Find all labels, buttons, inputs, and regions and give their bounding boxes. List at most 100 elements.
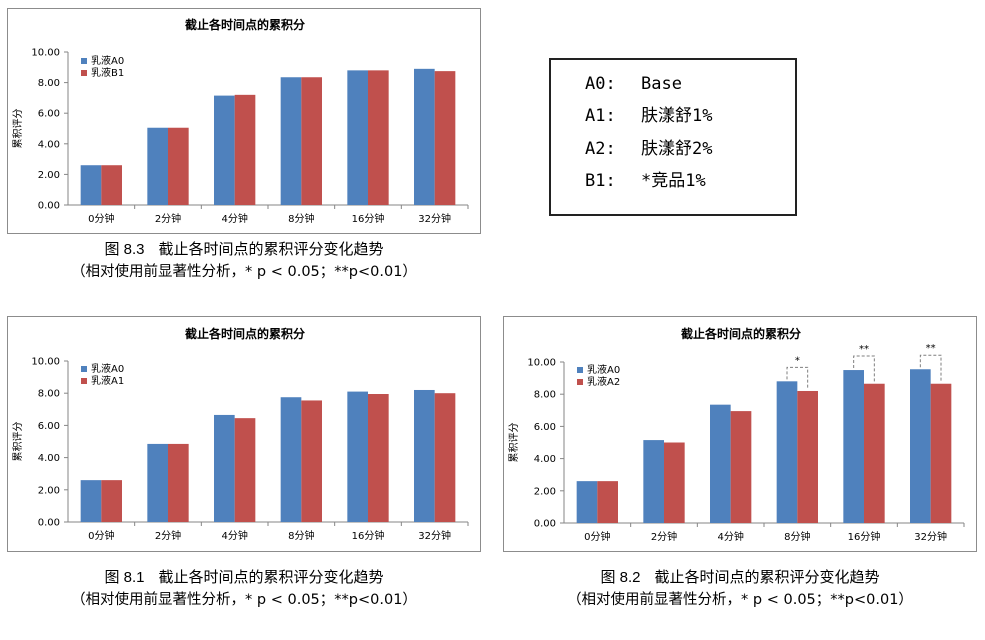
y-tick-label: 2.00 — [534, 486, 556, 497]
y-tick-label: 2.00 — [38, 485, 60, 496]
legend-code: A2: — [585, 139, 616, 159]
chart-title: 截止各时间点的累积分 — [185, 326, 305, 341]
significance-bracket — [853, 355, 875, 382]
legend-swatch — [577, 367, 583, 373]
group-legend-box: A0: Base A1: 肤漾舒1% A2: 肤漾舒2% B1: *竞品1% — [549, 58, 797, 216]
legend-desc: *竞品1% — [641, 171, 706, 191]
y-axis-label: 累积评分 — [12, 109, 24, 149]
caption-note: （相对使用前显著性分析，* p < 0.05；**p<0.01） — [71, 264, 417, 280]
bar — [368, 70, 389, 205]
bar — [301, 400, 322, 522]
caption-title: 截止各时间点的累积评分变化趋势 — [158, 568, 384, 586]
bar — [347, 391, 368, 522]
legend-swatch — [81, 366, 87, 372]
bar — [597, 481, 618, 523]
caption-note: （相对使用前显著性分析，* p < 0.05；**p<0.01） — [71, 592, 417, 608]
y-tick-label: 10.00 — [527, 358, 556, 369]
legend-code: A1: — [585, 106, 616, 126]
bar — [843, 370, 864, 523]
x-tick-label: 2分钟 — [155, 212, 181, 225]
legend-row-a0: A0: Base — [585, 72, 682, 96]
chart-title: 截止各时间点的累积分 — [681, 326, 801, 341]
legend-label: 乳液A0 — [91, 54, 124, 67]
y-tick-label: 8.00 — [534, 390, 556, 401]
legend-desc: Base — [641, 74, 682, 94]
bar — [730, 411, 752, 523]
y-tick-label: 4.00 — [38, 139, 60, 150]
legend-row-a2: A2: 肤漾舒2% — [585, 137, 712, 161]
x-tick-label: 32分钟 — [418, 529, 451, 542]
bar — [414, 389, 435, 522]
x-tick-label: 2分钟 — [155, 529, 181, 542]
bar — [234, 418, 256, 522]
caption-title: 截止各时间点的累积评分变化趋势 — [158, 240, 384, 258]
x-tick-label: 16分钟 — [352, 529, 385, 542]
bar — [101, 480, 122, 522]
significance-label: * — [795, 355, 800, 366]
legend-label: 乳液A2 — [587, 375, 620, 388]
x-tick-label: 4分钟 — [221, 212, 247, 225]
y-tick-label: 2.00 — [38, 170, 60, 181]
y-tick-label: 4.00 — [38, 453, 60, 464]
y-tick-label: 8.00 — [38, 389, 60, 400]
bar — [910, 369, 931, 523]
bar — [280, 397, 302, 522]
y-tick-label: 10.00 — [31, 48, 60, 59]
significance-label: ** — [926, 343, 936, 354]
x-tick-label: 16分钟 — [848, 530, 881, 543]
y-tick-label: 6.00 — [534, 422, 556, 433]
y-tick-label: 10.00 — [31, 357, 60, 368]
bar — [797, 390, 818, 523]
bar — [101, 165, 122, 205]
bar — [710, 404, 731, 523]
x-tick-label: 16分钟 — [352, 212, 385, 225]
chart-title: 截止各时间点的累积分 — [185, 17, 305, 32]
chart-panel-fig83: 截止各时间点的累积分 累积评分 0.00 2.00 4.00 6.00 8.00 10.00 0… — [7, 8, 481, 234]
y-tick-label: 4.00 — [534, 454, 556, 465]
legend-swatch — [81, 58, 87, 64]
legend-swatch — [81, 70, 87, 76]
x-tick-label: 32分钟 — [914, 530, 947, 543]
x-tick-label: 0分钟 — [88, 212, 114, 225]
bar — [168, 443, 189, 522]
y-tick-label: 6.00 — [38, 421, 60, 432]
legend-label: 乳液A0 — [587, 363, 620, 376]
y-tick-label: 8.00 — [38, 78, 60, 89]
bar — [234, 94, 256, 205]
legend-row-a1: A1: 肤漾舒1% — [585, 104, 712, 128]
bar — [930, 383, 952, 523]
legend-desc: 肤漾舒1% — [641, 106, 713, 126]
significance-label: ** — [859, 344, 869, 355]
bar — [280, 77, 302, 205]
bar — [776, 381, 798, 523]
legend-row-b1: B1: *竞品1% — [585, 169, 706, 193]
bar — [301, 77, 322, 205]
bar — [147, 443, 168, 522]
x-tick-label: 2分钟 — [651, 530, 677, 543]
chart-panel-fig81: 截止各时间点的累积分 累积评分 0.00 2.00 4.00 6.00 8.00 10.00 0… — [7, 316, 481, 552]
y-tick-label: 0.00 — [38, 518, 60, 529]
bar — [168, 127, 189, 205]
bar — [643, 440, 664, 523]
bar — [434, 393, 456, 522]
caption-number: 图 8.1 — [104, 569, 145, 586]
legend-label: 乳液A1 — [91, 374, 124, 387]
legend-swatch — [577, 379, 583, 385]
legend-code: B1: — [585, 171, 616, 191]
caption-title: 截止各时间点的累积评分变化趋势 — [654, 568, 880, 586]
caption-fig82: 图 8.2 截止各时间点的累积评分变化趋势 （相对使用前显著性分析，* p < 0… — [503, 566, 977, 612]
bar — [214, 414, 235, 522]
bar — [576, 481, 598, 523]
legend-label: 乳液B1 — [91, 66, 124, 79]
y-tick-label: 0.00 — [534, 519, 556, 530]
bar — [414, 68, 435, 205]
caption-number: 图 8.3 — [104, 241, 145, 258]
chart-panel-fig82: 截止各时间点的累积分 累积评分 0.00 2.00 4.00 6.00 8.00 10.00 0… — [503, 316, 977, 552]
bar — [368, 394, 389, 522]
x-tick-label: 0分钟 — [584, 530, 610, 543]
bar — [864, 383, 885, 523]
x-tick-label: 8分钟 — [288, 212, 314, 225]
